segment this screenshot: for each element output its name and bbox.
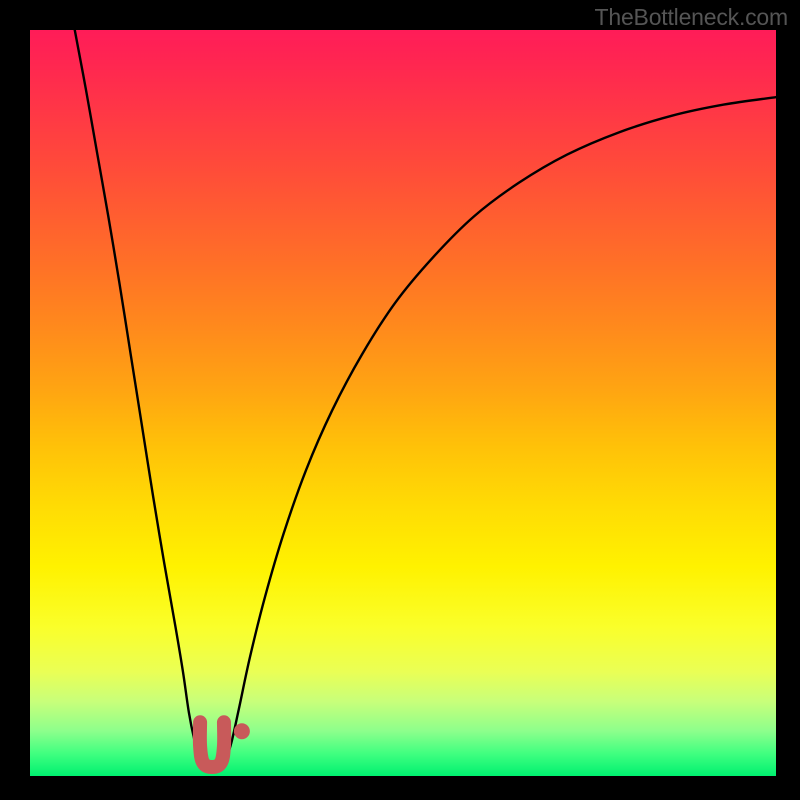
chart-frame: TheBottleneck.com — [0, 0, 800, 800]
optimal-dot-marker — [234, 723, 250, 739]
plot-area — [30, 30, 776, 776]
chart-svg — [30, 30, 776, 776]
watermark-text: TheBottleneck.com — [595, 4, 788, 31]
gradient-background — [30, 30, 776, 776]
